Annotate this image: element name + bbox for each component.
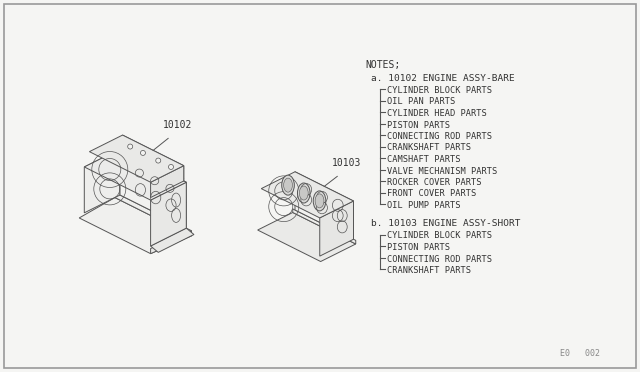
Text: CONNECTING ROD PARTS: CONNECTING ROD PARTS [387,254,492,263]
Polygon shape [261,172,353,218]
Text: CYLINDER BLOCK PARTS: CYLINDER BLOCK PARTS [387,86,492,95]
Text: a. 10102 ENGINE ASSY-BARE: a. 10102 ENGINE ASSY-BARE [371,74,515,83]
Polygon shape [79,198,191,254]
Ellipse shape [298,183,310,203]
Text: PISTON PARTS: PISTON PARTS [387,243,450,252]
Circle shape [156,158,161,163]
Polygon shape [320,201,353,256]
Polygon shape [150,166,184,198]
Polygon shape [84,149,120,213]
Text: CYLINDER BLOCK PARTS: CYLINDER BLOCK PARTS [387,231,492,241]
Text: CONNECTING ROD PARTS: CONNECTING ROD PARTS [387,132,492,141]
Polygon shape [120,149,186,228]
Polygon shape [295,172,353,239]
Text: CAMSHAFT PARTS: CAMSHAFT PARTS [387,155,461,164]
Ellipse shape [313,191,326,211]
Circle shape [140,150,145,155]
Text: PISTON PARTS: PISTON PARTS [387,121,450,129]
Text: OIL PUMP PARTS: OIL PUMP PARTS [387,201,461,210]
Text: NOTES;: NOTES; [365,60,400,70]
Text: ROCKER COVER PARTS: ROCKER COVER PARTS [387,178,481,187]
Circle shape [168,164,173,170]
Ellipse shape [315,194,324,208]
Polygon shape [84,149,186,200]
Polygon shape [150,231,191,254]
Text: 10102: 10102 [163,121,193,130]
Text: VALVE MECHANISM PARTS: VALVE MECHANISM PARTS [387,167,497,176]
Polygon shape [258,212,356,262]
Text: OIL PAN PARTS: OIL PAN PARTS [387,97,455,106]
Text: E0   002: E0 002 [560,349,600,358]
Polygon shape [150,182,186,246]
Text: CRANKSHAFT PARTS: CRANKSHAFT PARTS [387,266,471,275]
Text: CRANKSHAFT PARTS: CRANKSHAFT PARTS [387,144,471,153]
Text: FRONT COVER PARTS: FRONT COVER PARTS [387,189,476,199]
Ellipse shape [284,178,292,192]
Polygon shape [292,209,356,244]
Polygon shape [122,135,184,181]
Ellipse shape [282,175,294,195]
Text: b. 10103 ENGINE ASSY-SHORT: b. 10103 ENGINE ASSY-SHORT [371,219,520,228]
Circle shape [128,144,132,149]
Polygon shape [115,192,191,236]
Ellipse shape [300,186,308,200]
Text: 10103: 10103 [332,158,362,169]
Text: CYLINDER HEAD PARTS: CYLINDER HEAD PARTS [387,109,487,118]
Polygon shape [90,135,184,182]
Polygon shape [150,228,194,252]
